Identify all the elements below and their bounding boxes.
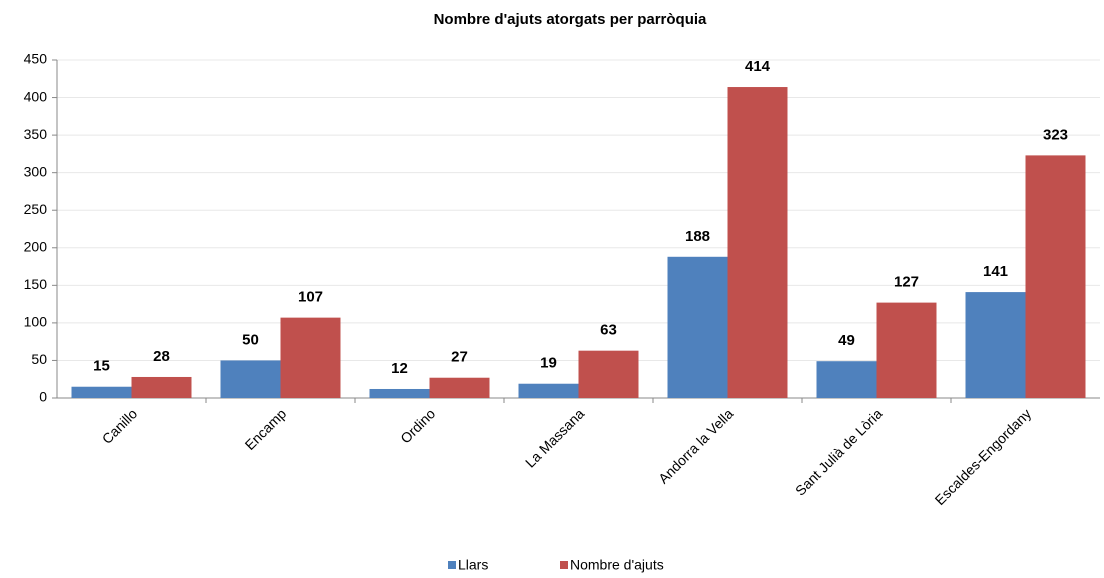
bar [131,376,192,398]
legend-swatch [448,561,456,569]
bar [578,350,639,398]
x-tick-label: Canillo [99,405,141,447]
bar [369,388,430,398]
value-label: 127 [894,274,919,291]
legend-label: Nombre d'ajuts [570,557,664,573]
bar [816,361,877,398]
x-tick-label: La Massana [522,405,587,470]
value-label: 27 [451,349,468,366]
x-tick-label: Sant Julià de Lòria [792,405,885,498]
y-tick-label: 150 [24,276,48,292]
value-label: 50 [242,331,259,348]
bar [1025,155,1086,398]
y-tick-label: 350 [24,126,48,142]
legend-swatch [560,561,568,569]
y-tick-label: 250 [24,201,48,217]
bar [518,383,579,398]
value-label: 19 [540,355,557,372]
y-tick-label: 300 [24,163,48,179]
bar [71,386,132,398]
y-tick-label: 0 [39,389,47,405]
value-label: 323 [1043,126,1068,143]
value-label: 141 [983,263,1008,280]
bar [667,256,728,398]
value-label: 188 [685,228,710,245]
bar [727,87,788,398]
x-tick-label: Andorra la Vella [655,405,736,486]
value-label: 414 [745,58,771,75]
bar [220,360,281,398]
bar [429,377,490,398]
value-label: 107 [298,289,323,306]
bar [280,317,341,398]
y-tick-label: 400 [24,88,48,104]
x-tick-label: Ordino [397,405,438,446]
bar [965,292,1026,398]
value-label: 12 [391,360,408,377]
y-tick-label: 450 [24,51,48,67]
value-label: 28 [153,348,170,365]
x-tick-label: Encamp [242,405,290,453]
value-label: 63 [600,322,617,339]
value-label: 49 [838,332,855,349]
value-label: 15 [93,358,110,375]
x-tick-label: Escaldes-Engordany [932,405,1035,508]
chart-title: Nombre d'ajuts atorgats per parròquia [434,11,707,28]
legend-label: Llars [458,557,488,573]
bar [876,302,937,398]
y-tick-label: 50 [31,351,47,367]
y-tick-label: 200 [24,238,48,254]
y-tick-label: 100 [24,314,48,330]
